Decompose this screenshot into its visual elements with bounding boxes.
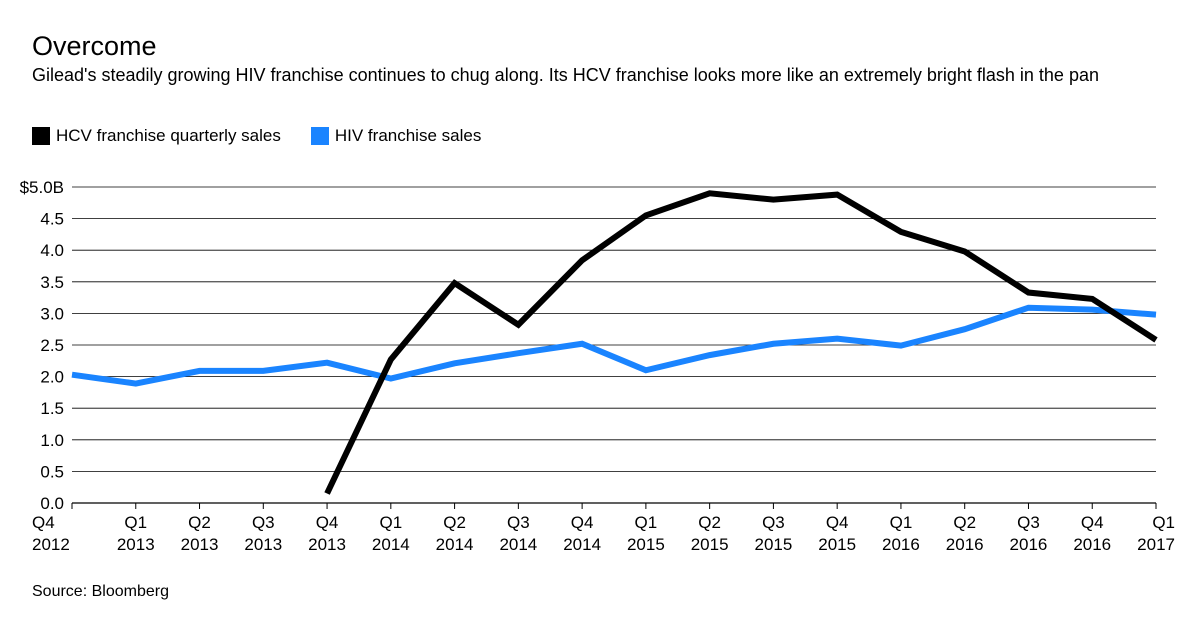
legend-swatch-hcv (32, 127, 50, 145)
x-tick-year-17: 2017 (1137, 535, 1175, 554)
legend-swatch-hiv (310, 127, 329, 145)
x-tick-year-11: 2015 (754, 535, 792, 554)
x-tick-year-14: 2016 (946, 535, 984, 554)
x-tick-quarter-3: Q3 (252, 513, 275, 532)
x-tick-quarter-2: Q2 (188, 513, 211, 532)
legend-item-hcv: HCV franchise quarterly sales (32, 126, 281, 146)
y-tick-label-3: 1.5 (40, 399, 64, 418)
x-tick-year-8: 2014 (563, 535, 601, 554)
x-tick-quarter-4: Q4 (316, 513, 339, 532)
y-tick-label-8: 4.0 (40, 241, 64, 260)
series-line-hcv (324, 190, 1158, 495)
legend-item-hiv: HIV franchise sales (310, 126, 482, 146)
legend-label-hcv: HCV franchise quarterly sales (56, 126, 281, 145)
x-tick-year-1: 2013 (117, 535, 155, 554)
x-tick-quarter-5: Q1 (379, 513, 402, 532)
chart-title: Overcome (32, 31, 157, 61)
x-tick-quarter-1: Q1 (124, 513, 147, 532)
x-tick-quarter-7: Q3 (507, 513, 530, 532)
x-tick-year-9: 2015 (627, 535, 665, 554)
x-tick-year-0: 2012 (32, 535, 70, 554)
legend: HCV franchise quarterly sales HIV franch… (32, 126, 511, 146)
x-tick-quarter-12: Q4 (826, 513, 849, 532)
x-tick-quarter-15: Q3 (1017, 513, 1040, 532)
series-line-hiv (71, 304, 1157, 387)
x-tick-quarter-6: Q2 (443, 513, 466, 532)
x-tick-quarter-16: Q4 (1081, 513, 1104, 532)
x-tick-year-13: 2016 (882, 535, 920, 554)
x-tick-year-3: 2013 (244, 535, 282, 554)
y-tick-label-2: 1.0 (40, 431, 64, 450)
y-tick-label-5: 2.5 (40, 336, 64, 355)
x-tick-quarter-14: Q2 (953, 513, 976, 532)
x-tick-year-6: 2014 (436, 535, 474, 554)
x-tick-quarter-9: Q1 (635, 513, 658, 532)
x-tick-quarter-8: Q4 (571, 513, 594, 532)
x-tick-year-5: 2014 (372, 535, 410, 554)
x-tick-quarter-13: Q1 (890, 513, 913, 532)
source-note: Source: Bloomberg (32, 583, 169, 600)
y-tick-label-7: 3.5 (40, 273, 64, 292)
x-tick-year-16: 2016 (1073, 535, 1111, 554)
y-tick-label-4: 2.0 (40, 368, 64, 387)
x-tick-year-12: 2015 (818, 535, 856, 554)
x-tick-quarter-10: Q2 (698, 513, 721, 532)
y-tick-label-9: 4.5 (40, 210, 64, 229)
x-tick-year-15: 2016 (1010, 535, 1048, 554)
y-tick-label-1: 0.5 (40, 462, 64, 481)
y-tick-label-6: 3.0 (40, 304, 64, 323)
legend-label-hiv: HIV franchise sales (334, 126, 482, 145)
x-tick-quarter-11: Q3 (762, 513, 785, 532)
y-tick-label-0: 0.0 (40, 494, 64, 513)
x-tick-year-7: 2014 (499, 535, 537, 554)
y-tick-label-10: $5.0B (20, 178, 64, 197)
x-tick-year-4: 2013 (308, 535, 346, 554)
x-tick-quarter-0: Q4 (32, 513, 55, 532)
x-tick-year-2: 2013 (181, 535, 219, 554)
x-tick-year-10: 2015 (691, 535, 729, 554)
x-tick-quarter-17: Q1 (1152, 513, 1175, 532)
chart-subtitle: Gilead's steadily growing HIV franchise … (32, 65, 1099, 85)
